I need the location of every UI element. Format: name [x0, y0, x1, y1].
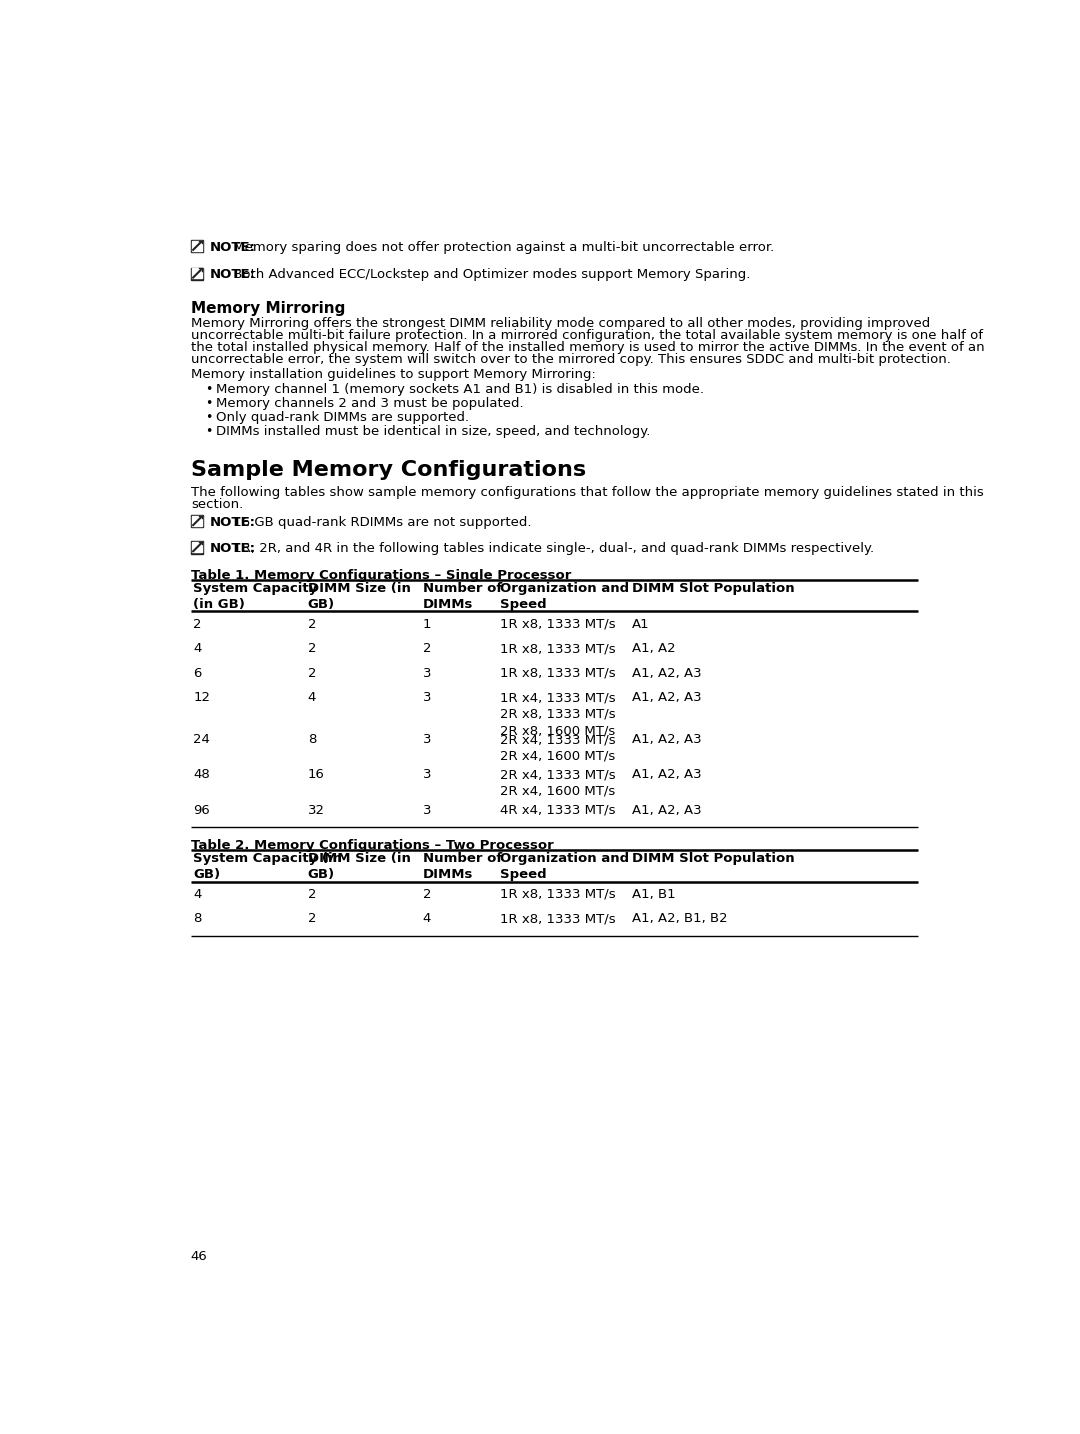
Text: •: •	[205, 410, 212, 424]
Text: NOTE:: NOTE:	[210, 268, 255, 281]
Text: 4: 4	[193, 888, 202, 901]
Text: uncorrectable multi-bit failure protection. In a mirrored configuration, the tot: uncorrectable multi-bit failure protecti…	[191, 328, 983, 341]
Text: 2: 2	[308, 667, 316, 680]
Text: 6: 6	[193, 667, 202, 680]
Text: NOTE:: NOTE:	[210, 241, 255, 254]
Text: 4R x4, 1333 MT/s: 4R x4, 1333 MT/s	[500, 804, 616, 817]
Polygon shape	[192, 241, 202, 251]
Text: A1, A2: A1, A2	[632, 642, 675, 655]
Text: DIMMs installed must be identical in size, speed, and technology.: DIMMs installed must be identical in siz…	[216, 424, 650, 437]
Text: 3: 3	[422, 804, 431, 817]
Text: 1R x8, 1333 MT/s: 1R x8, 1333 MT/s	[500, 888, 616, 901]
Text: 1R x8, 1333 MT/s: 1R x8, 1333 MT/s	[500, 912, 616, 925]
Text: A1: A1	[632, 618, 649, 631]
Text: the total installed physical memory. Half of the installed memory is used to mir: the total installed physical memory. Hal…	[191, 341, 985, 354]
Polygon shape	[191, 239, 203, 252]
Text: 4: 4	[193, 642, 202, 655]
Text: 46: 46	[191, 1250, 207, 1263]
Text: Memory channel 1 (memory sockets A1 and B1) is disabled in this mode.: Memory channel 1 (memory sockets A1 and …	[216, 383, 703, 396]
Text: Organization and
Speed: Organization and Speed	[500, 582, 630, 611]
Text: 2: 2	[308, 888, 316, 901]
Text: 1R, 2R, and 4R in the following tables indicate single-, dual-, and quad-rank DI: 1R, 2R, and 4R in the following tables i…	[229, 542, 874, 555]
Text: 3: 3	[422, 691, 431, 704]
Text: NOTE:: NOTE:	[210, 542, 255, 555]
Text: 1R x8, 1333 MT/s: 1R x8, 1333 MT/s	[500, 618, 616, 631]
Text: Organization and
Speed: Organization and Speed	[500, 852, 630, 880]
Text: 32: 32	[308, 804, 325, 817]
Text: 48: 48	[193, 769, 210, 782]
Text: NOTE:: NOTE:	[210, 516, 255, 529]
Text: DIMM Slot Population: DIMM Slot Population	[632, 582, 795, 595]
Text: Table 1. Memory Configurations – Single Processor: Table 1. Memory Configurations – Single …	[191, 569, 571, 582]
Polygon shape	[192, 542, 202, 552]
Text: A1, A2, A3: A1, A2, A3	[632, 667, 701, 680]
Polygon shape	[191, 268, 203, 280]
Text: 3: 3	[422, 667, 431, 680]
Text: •: •	[205, 397, 212, 410]
Text: 24: 24	[193, 733, 210, 746]
Text: 2: 2	[193, 618, 202, 631]
Text: A1, A2, B1, B2: A1, A2, B1, B2	[632, 912, 728, 925]
Text: •: •	[205, 383, 212, 396]
Text: •: •	[205, 424, 212, 437]
Text: System Capacity
(in GB): System Capacity (in GB)	[193, 582, 318, 611]
Text: 4: 4	[308, 691, 316, 704]
Text: Memory sparing does not offer protection against a multi-bit uncorrectable error: Memory sparing does not offer protection…	[229, 241, 773, 254]
Text: A1, A2, A3: A1, A2, A3	[632, 691, 701, 704]
Text: 4: 4	[422, 912, 431, 925]
Text: DIMM Slot Population: DIMM Slot Population	[632, 852, 795, 865]
Text: A1, A2, A3: A1, A2, A3	[632, 733, 701, 746]
Text: uncorrectable error, the system will switch over to the mirrored copy. This ensu: uncorrectable error, the system will swi…	[191, 353, 950, 366]
Text: The following tables show sample memory configurations that follow the appropria: The following tables show sample memory …	[191, 486, 984, 499]
Text: A1, B1: A1, B1	[632, 888, 675, 901]
Text: 96: 96	[193, 804, 210, 817]
Text: Both Advanced ECC/Lockstep and Optimizer modes support Memory Sparing.: Both Advanced ECC/Lockstep and Optimizer…	[229, 268, 750, 281]
Polygon shape	[192, 268, 202, 278]
Text: Sample Memory Configurations: Sample Memory Configurations	[191, 460, 586, 480]
Text: Memory Mirroring: Memory Mirroring	[191, 301, 346, 317]
Polygon shape	[191, 515, 203, 528]
Text: 2R x4, 1333 MT/s
2R x4, 1600 MT/s: 2R x4, 1333 MT/s 2R x4, 1600 MT/s	[500, 769, 616, 797]
Text: section.: section.	[191, 498, 243, 511]
Text: Memory channels 2 and 3 must be populated.: Memory channels 2 and 3 must be populate…	[216, 397, 523, 410]
Text: 3: 3	[422, 769, 431, 782]
Text: DIMM Size (in
GB): DIMM Size (in GB)	[308, 852, 410, 880]
Text: 2: 2	[308, 912, 316, 925]
Text: Number of
DIMMs: Number of DIMMs	[422, 582, 502, 611]
Text: System Capacity (in
GB): System Capacity (in GB)	[193, 852, 342, 880]
Text: 1R x4, 1333 MT/s
2R x8, 1333 MT/s
2R x8, 1600 MT/s: 1R x4, 1333 MT/s 2R x8, 1333 MT/s 2R x8,…	[500, 691, 616, 737]
Text: 2: 2	[308, 642, 316, 655]
Text: 3: 3	[422, 733, 431, 746]
Text: 12: 12	[193, 691, 211, 704]
Text: 1R x8, 1333 MT/s: 1R x8, 1333 MT/s	[500, 667, 616, 680]
Text: A1, A2, A3: A1, A2, A3	[632, 769, 701, 782]
Text: 2: 2	[422, 888, 431, 901]
Text: Memory Mirroring offers the strongest DIMM reliability mode compared to all othe: Memory Mirroring offers the strongest DI…	[191, 317, 930, 330]
Text: Number of
DIMMs: Number of DIMMs	[422, 852, 502, 880]
Text: 16: 16	[308, 769, 325, 782]
Text: Only quad-rank DIMMs are supported.: Only quad-rank DIMMs are supported.	[216, 410, 469, 424]
Text: DIMM Size (in
GB): DIMM Size (in GB)	[308, 582, 410, 611]
Text: Table 2. Memory Configurations – Two Processor: Table 2. Memory Configurations – Two Pro…	[191, 839, 554, 852]
Text: 2: 2	[422, 642, 431, 655]
Text: 16 GB quad-rank RDIMMs are not supported.: 16 GB quad-rank RDIMMs are not supported…	[229, 516, 531, 529]
Text: 1R x8, 1333 MT/s: 1R x8, 1333 MT/s	[500, 642, 616, 655]
Text: 2R x4, 1333 MT/s
2R x4, 1600 MT/s: 2R x4, 1333 MT/s 2R x4, 1600 MT/s	[500, 733, 616, 763]
Polygon shape	[191, 541, 203, 554]
Polygon shape	[192, 516, 202, 526]
Text: 1: 1	[422, 618, 431, 631]
Text: 8: 8	[308, 733, 316, 746]
Text: A1, A2, A3: A1, A2, A3	[632, 804, 701, 817]
Text: 2: 2	[308, 618, 316, 631]
Text: Memory installation guidelines to support Memory Mirroring:: Memory installation guidelines to suppor…	[191, 367, 596, 380]
Text: 8: 8	[193, 912, 202, 925]
